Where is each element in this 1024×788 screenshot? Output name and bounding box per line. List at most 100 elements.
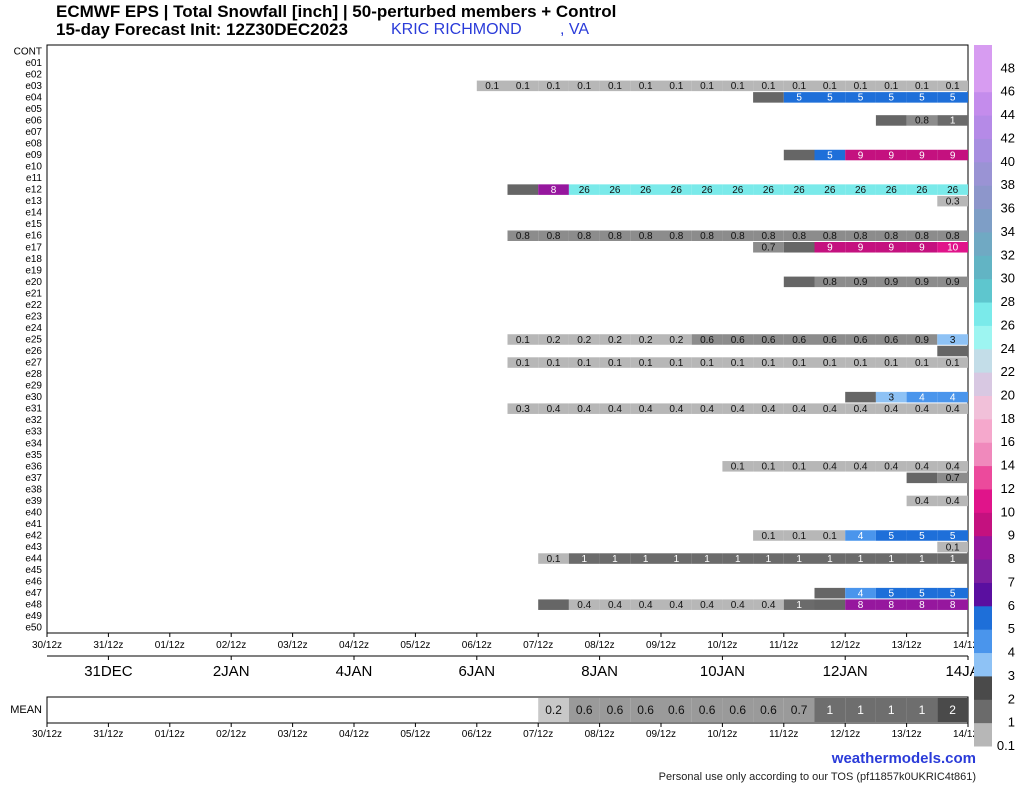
colorbar-label-12: 14 (1001, 458, 1015, 473)
snow-value-e39-29: 0.4 (946, 496, 960, 507)
member-label-e39: e39 (25, 496, 42, 507)
mean-tick-label-10: 09/12z (646, 729, 676, 740)
colorbar-label-1: 1 (1008, 715, 1015, 730)
snow-cell-e27-25 (814, 357, 846, 368)
mean-cell-23 (753, 698, 784, 722)
snow-cell-e04-27 (875, 92, 907, 103)
snow-cell-e09-28 (906, 149, 938, 161)
member-label-e46: e46 (25, 577, 42, 588)
snow-cell-e12-28 (906, 184, 938, 195)
mean-value-18: 0.6 (607, 703, 624, 717)
snow-value-e16-28: 0.8 (915, 231, 929, 242)
snow-value-e06-28: 0.8 (915, 116, 929, 127)
colorbar-label-18: 26 (1001, 317, 1015, 332)
x-tick-label-14: 13/12z (892, 640, 922, 651)
snow-value-e31-27: 0.4 (884, 404, 898, 415)
colorbar-label-26: 42 (1001, 130, 1015, 145)
snow-value-e36-22: 0.1 (731, 462, 745, 473)
mean-tick-label-3: 02/12z (216, 729, 246, 740)
snow-value-e27-21: 0.1 (700, 358, 714, 369)
mean-cell-28 (906, 698, 938, 722)
member-label-e02: e02 (25, 69, 42, 80)
snow-value-e20-28: 0.9 (915, 277, 929, 288)
colorbar-label-29: 48 (1001, 60, 1015, 75)
snow-value-e16-20: 0.8 (669, 231, 683, 242)
snow-value-e44-25: 1 (827, 554, 833, 565)
member-label-e45: e45 (25, 565, 42, 576)
snow-value-e16-27: 0.8 (884, 231, 898, 242)
member-label-e40: e40 (25, 507, 42, 518)
x-tick-label-8: 07/12z (523, 640, 553, 651)
snow-cell-e36-28 (906, 461, 938, 472)
colorbar-label-13: 16 (1001, 434, 1015, 449)
snow-value-e12-23: 26 (763, 185, 775, 196)
colorbar-swatch-27 (974, 91, 992, 116)
mean-value-23: 0.6 (760, 703, 777, 717)
snow-cell-e44-18 (599, 553, 631, 564)
colorbar-label-5: 5 (1008, 621, 1015, 636)
snow-cell-e36-29 (937, 461, 968, 472)
snow-value-e31-23: 0.4 (761, 404, 775, 415)
mean-tick-label-5: 04/12z (339, 729, 369, 740)
colorbar-swatch-6 (974, 582, 992, 607)
member-label-CONT: CONT (14, 46, 42, 57)
snow-cell-e09-24 (783, 149, 815, 161)
snow-cell-e17-25 (814, 242, 846, 253)
colorbar-label-23: 36 (1001, 201, 1015, 216)
x-tick-label-1: 31/12z (93, 640, 123, 651)
snow-cell-e12-26 (845, 184, 876, 195)
snow-cell-e25-15 (507, 334, 539, 345)
colorbar-label-11: 12 (1001, 481, 1015, 496)
forecast-init: 15-day Forecast Init: 12Z30DEC2023 (56, 20, 348, 39)
snow-value-e16-23: 0.8 (761, 231, 775, 242)
snow-cell-e03-28 (906, 80, 938, 92)
snow-value-e16-17: 0.8 (577, 231, 591, 242)
site-credit[interactable]: weathermodels.com (831, 750, 976, 767)
snow-value-e03-20: 0.1 (669, 81, 683, 92)
snow-value-e44-24: 1 (796, 554, 802, 565)
snow-value-e27-29: 0.1 (946, 358, 960, 369)
snow-value-e31-26: 0.4 (854, 404, 868, 415)
x-tick-label-9: 08/12z (585, 640, 615, 651)
snow-cell-e25-20 (661, 334, 692, 345)
snow-value-e03-23: 0.1 (761, 81, 775, 92)
snow-cell-e03-17 (568, 80, 600, 92)
snow-cell-e17-29 (937, 242, 968, 253)
snow-value-e31-20: 0.4 (669, 404, 683, 415)
snow-value-e48-22: 0.4 (731, 600, 745, 611)
snow-value-e12-26: 26 (855, 185, 867, 196)
snow-cell-e16-21 (691, 230, 723, 241)
snow-value-e31-29: 0.4 (946, 404, 960, 415)
colorbar-swatch-12 (974, 442, 992, 467)
colorbar-swatch-25 (974, 138, 992, 163)
snow-value-e42-27: 5 (888, 531, 894, 542)
snow-cell-e36-24 (783, 461, 815, 472)
snow-cell-e20-26 (845, 276, 876, 288)
snow-cell-e03-25 (814, 80, 846, 92)
tos-notice: Personal use only according to our TOS (… (658, 771, 976, 783)
snow-cell-e04-23 (753, 92, 784, 103)
snow-cell-e31-15 (507, 403, 539, 414)
snow-value-e25-21: 0.6 (700, 335, 714, 346)
snow-cell-e31-20 (661, 403, 692, 414)
chart-title: ECMWF EPS | Total Snowfall [inch] | 50-p… (56, 2, 617, 21)
mean-value-25: 1 (827, 703, 834, 717)
mean-cell-24 (783, 698, 815, 722)
snow-cell-e20-27 (875, 276, 907, 288)
snow-value-e09-27: 9 (888, 150, 894, 161)
snow-value-e03-14: 0.1 (485, 81, 499, 92)
member-label-e05: e05 (25, 104, 42, 115)
snow-cell-e16-25 (814, 230, 846, 241)
snow-cell-e17-27 (875, 242, 907, 253)
colorbar-swatch-23 (974, 185, 992, 210)
colorbar-label-16: 22 (1001, 364, 1015, 379)
snow-value-e12-29: 26 (947, 185, 959, 196)
snow-cell-e27-20 (661, 357, 692, 368)
snow-value-e48-20: 0.4 (669, 600, 683, 611)
snow-value-e20-29: 0.9 (946, 277, 960, 288)
snow-cell-e30-26 (845, 391, 876, 403)
snow-value-e30-29: 4 (950, 392, 956, 403)
snow-value-e20-27: 0.9 (884, 277, 898, 288)
snow-cell-e44-25 (814, 553, 846, 564)
